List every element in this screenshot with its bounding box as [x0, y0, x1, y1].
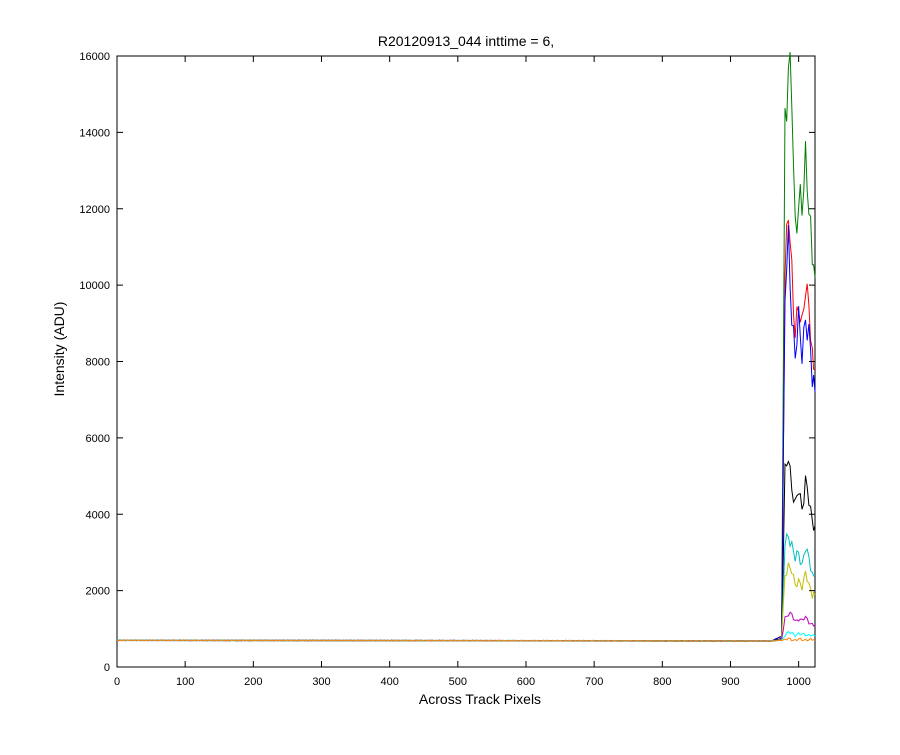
- x-tick-label: 200: [244, 676, 262, 688]
- y-tick-label: 14000: [79, 127, 110, 139]
- series-line-1: [117, 52, 816, 643]
- y-tick-label: 6000: [86, 433, 110, 445]
- x-tick-label: 100: [176, 676, 194, 688]
- x-tick-label: 1000: [786, 676, 810, 688]
- series-line-2: [116, 220, 816, 642]
- x-tick-label: 600: [517, 676, 535, 688]
- y-tick-label: 16000: [79, 51, 110, 63]
- plot-area: 0 100 200 300 400 500 600 700 800 900 100002000400…: [79, 51, 816, 688]
- y-tick-label: 0: [104, 662, 110, 674]
- x-tick-label: 400: [380, 676, 398, 688]
- x-tick-label: 500: [449, 676, 467, 688]
- y-tick-label: 8000: [86, 357, 110, 369]
- series-line-7: [116, 611, 816, 642]
- x-tick-label: 300: [312, 676, 330, 688]
- y-tick-label: 2000: [86, 586, 110, 598]
- x-tick-label: 900: [721, 676, 739, 688]
- x-tick-label: 0: [114, 676, 120, 688]
- y-tick-label: 10000: [79, 280, 110, 292]
- y-tick-label: 12000: [79, 204, 110, 216]
- y-tick-label: 4000: [86, 509, 110, 521]
- x-axis-label: Across Track Pixels: [419, 691, 541, 707]
- series-line-9: [117, 637, 816, 643]
- series-line-5: [117, 532, 816, 643]
- series-line-3: [116, 225, 816, 643]
- chart-title: R20120913_044 inttime = 6,: [378, 33, 554, 49]
- y-axis-label: Intensity (ADU): [51, 302, 67, 397]
- axes-box: [116, 55, 816, 668]
- series-line-6: [116, 562, 816, 642]
- x-tick-label: 700: [585, 676, 603, 688]
- x-tick-label: 800: [653, 676, 671, 688]
- series-line-4: [116, 460, 816, 643]
